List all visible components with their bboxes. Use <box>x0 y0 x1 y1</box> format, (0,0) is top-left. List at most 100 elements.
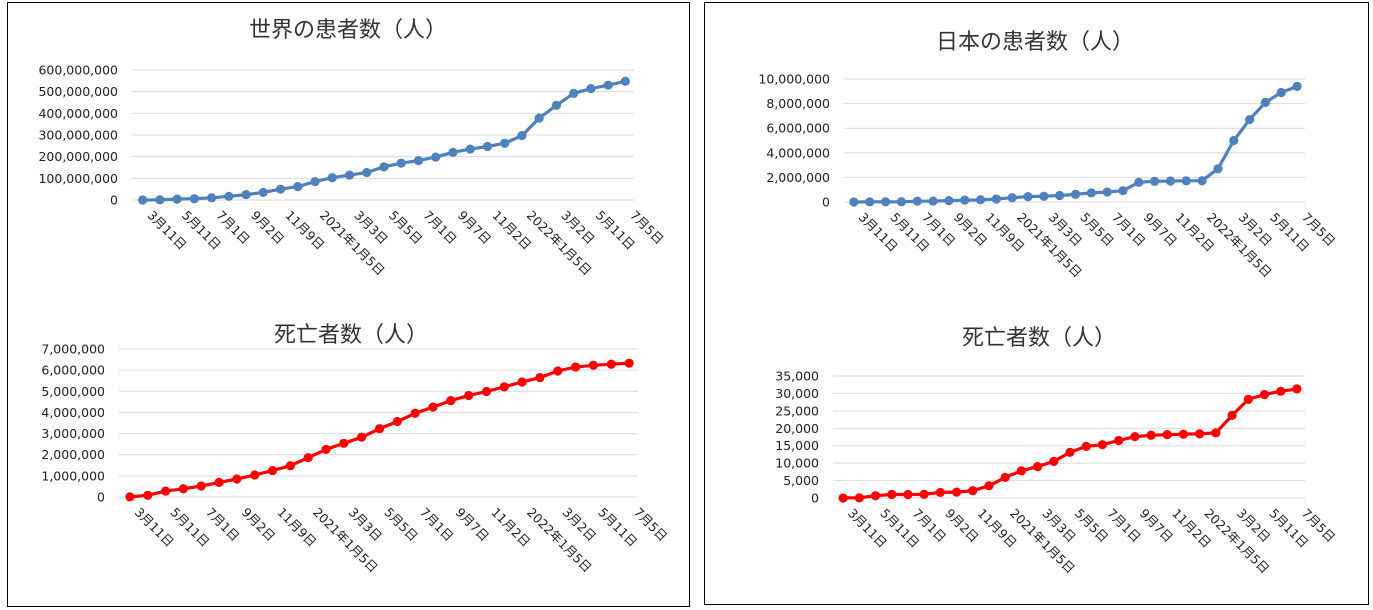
data-point <box>499 382 509 392</box>
data-point <box>410 408 420 418</box>
japan-charts: 日本の患者数（人） 0 2,000,000 4,000,000 6,000,000 8,0… <box>758 30 1338 576</box>
data-point <box>1162 429 1172 440</box>
data-point <box>620 76 630 86</box>
y-tick-label: 6,000,000 <box>41 363 105 378</box>
world-charts: 世界の患者数（人） 0 100,000,000 200,000,000 300,000,… <box>38 18 670 576</box>
data-point <box>517 131 527 141</box>
y-tick-label: 0 <box>110 193 118 208</box>
data-point <box>392 416 402 427</box>
data-point <box>481 386 492 397</box>
y-tick-label: 10,000,000 <box>758 72 830 87</box>
data-point <box>464 390 474 401</box>
x-tick-label: 5月5日 <box>386 208 426 248</box>
data-point <box>138 195 148 205</box>
x-tick-label: 9月7日 <box>1141 210 1181 250</box>
x-tick-label: 9月2日 <box>942 506 982 546</box>
data-point <box>275 184 286 194</box>
y-tick-label: 3,000,000 <box>41 426 105 441</box>
data-point <box>250 470 260 480</box>
data-point <box>1197 176 1207 186</box>
data-point <box>838 493 848 503</box>
data-point <box>571 362 581 372</box>
data-point <box>293 181 303 192</box>
data-point <box>903 489 913 500</box>
data-point <box>172 194 182 204</box>
chart-1-0: 日本の患者数（人） 0 2,000,000 4,000,000 6,000,000 8,0… <box>758 30 1338 280</box>
data-point <box>446 395 456 406</box>
data-point <box>603 80 613 90</box>
data-point <box>1081 441 1091 452</box>
data-point <box>984 481 994 491</box>
x-tick-label: 5月5日 <box>1077 210 1117 250</box>
data-point <box>849 197 859 207</box>
y-tick-label: 5,000,000 <box>41 384 105 399</box>
x-tick-label: 7月1日 <box>417 505 457 545</box>
y-tick-label: 100,000,000 <box>38 171 118 186</box>
data-point <box>991 194 1001 204</box>
x-tick-label: 7月1日 <box>420 208 460 248</box>
data-point <box>357 432 367 442</box>
y-tick-label: 600,000,000 <box>38 63 118 78</box>
data-point <box>586 84 596 94</box>
data-point <box>624 358 634 368</box>
y-tick-label: 400,000,000 <box>38 106 118 121</box>
data-point <box>1229 135 1239 146</box>
y-tick-label: 15,000 <box>775 438 819 453</box>
data-point <box>928 196 938 206</box>
data-point <box>1000 472 1010 483</box>
y-tick-label: 0 <box>97 490 105 505</box>
data-point <box>534 113 544 123</box>
y-tick-label: 7,000,000 <box>41 342 105 357</box>
x-tick-label: 5月5日 <box>381 505 421 545</box>
data-point <box>951 487 962 497</box>
data-point <box>870 491 881 501</box>
data-point <box>968 486 978 496</box>
y-tick-label: 500,000,000 <box>38 84 118 99</box>
x-tick-label: 9月2日 <box>951 210 991 250</box>
data-point <box>303 453 313 463</box>
panel-japan: 日本の患者数（人） 0 2,000,000 4,000,000 6,000,000 8,0… <box>704 2 1369 605</box>
panel-world: 世界の患者数（人） 0 100,000,000 200,000,000 300,000,… <box>7 2 690 607</box>
data-point <box>327 173 337 183</box>
chart-1-1: 死亡者数（人） 0 5,000 10,000 15,000 20,000 25,000 30,… <box>775 326 1338 576</box>
y-tick-label: 10,000 <box>775 456 819 471</box>
data-point <box>1039 191 1049 201</box>
y-tick-label: 6,000,000 <box>766 121 830 136</box>
y-tick-label: 300,000,000 <box>38 128 118 143</box>
data-point <box>321 444 331 455</box>
data-point <box>241 189 251 200</box>
data-point <box>880 197 891 207</box>
data-point <box>379 162 389 172</box>
data-point <box>1245 114 1255 125</box>
data-point <box>1055 190 1065 201</box>
data-point <box>1213 164 1223 174</box>
y-tick-label: 2,000,000 <box>41 447 105 462</box>
data-point <box>214 477 224 488</box>
y-tick-label: 35,000 <box>775 369 819 384</box>
chart-title: 日本の患者数（人） <box>936 30 1134 55</box>
data-point <box>482 141 493 152</box>
x-tick-label: 2022年1月5日 <box>524 505 595 576</box>
x-tick-label: 7月1日 <box>1109 210 1149 250</box>
data-point <box>143 490 153 500</box>
data-point <box>935 487 945 498</box>
data-point <box>944 195 954 206</box>
data-point <box>1181 176 1191 186</box>
data-point <box>588 360 599 370</box>
data-point <box>1097 440 1108 450</box>
data-point <box>1292 81 1302 91</box>
data-point <box>160 486 171 496</box>
x-tick-label: 9月2日 <box>239 505 279 545</box>
chart-title: 死亡者数（人） <box>274 323 428 348</box>
data-point <box>1211 428 1221 438</box>
data-point <box>551 100 562 110</box>
data-point <box>1065 447 1075 457</box>
data-point <box>1260 97 1271 107</box>
data-point <box>285 461 295 471</box>
data-point <box>517 377 527 387</box>
data-point <box>1118 186 1128 196</box>
data-point <box>1195 429 1205 439</box>
x-tick-label: 2021年1月5日 <box>310 505 381 576</box>
data-point <box>258 187 268 198</box>
y-tick-label: 200,000,000 <box>38 149 118 164</box>
